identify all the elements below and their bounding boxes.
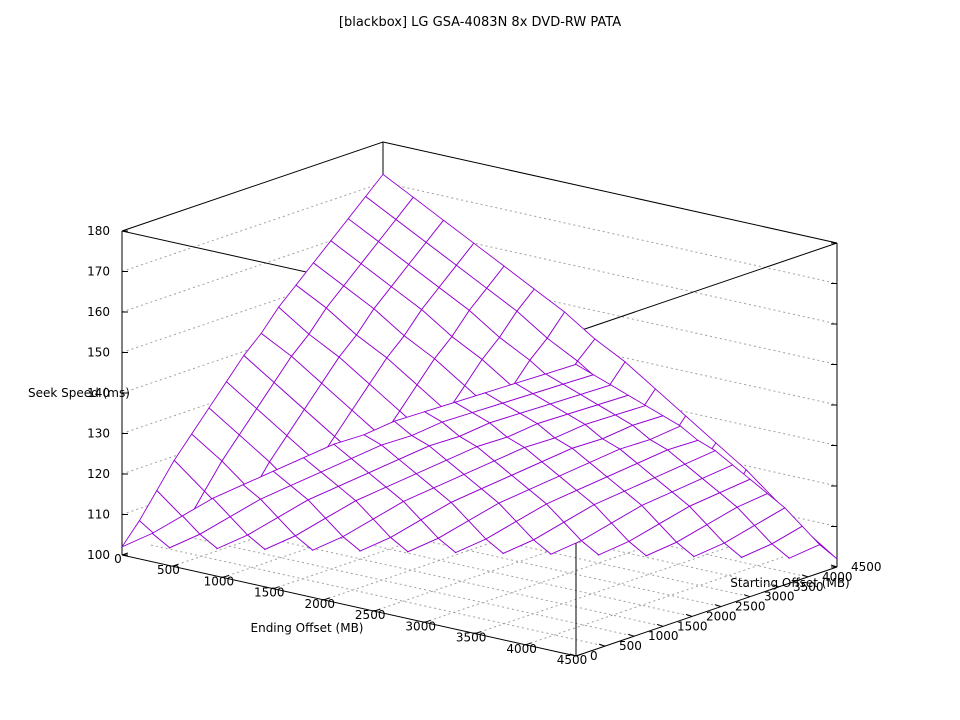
box-edge [382,141,838,244]
y-tick-label: 2500 [735,600,766,614]
z-tick-label: 140 [87,386,110,400]
grid-line [474,544,737,635]
y-tick-label: 0 [590,649,598,663]
y-tick-label: 1500 [677,619,708,633]
x-tick-mark [474,631,482,635]
box-edge [121,141,384,232]
box-edge [575,566,838,657]
chart-title: [blackbox] LG GSA-4083N 8x DVD-RW PATA [339,15,621,30]
y-tick-mark [656,623,664,627]
x-tick-mark [172,563,179,567]
surface-mesh [120,173,838,560]
x-axis-label: Ending Offset (MB) [251,621,364,635]
y-tick-mark [569,653,577,657]
grid-line [121,182,384,272]
x-tick-label: 2500 [355,608,386,622]
grid-line [525,555,787,646]
y-tick-mark [801,574,809,578]
grid-line [121,384,384,475]
y-tick-mark [627,633,635,637]
x-tick-label: 1000 [204,574,235,588]
y-tick-mark [598,643,606,647]
y-tick-mark [685,613,693,617]
x-tick-label: 0 [114,552,122,566]
y-tick-mark [743,594,751,598]
x-tick-label: 4000 [506,642,537,656]
y-tick-mark [714,604,722,608]
x-tick-mark [575,653,583,657]
x-tick-label: 2000 [305,597,336,611]
grid-line [424,532,686,623]
grid-line [273,499,535,590]
box-edge [121,554,577,657]
x-tick-label: 3000 [405,619,436,633]
x-tick-label: 1500 [254,586,285,600]
x-tick-mark [424,619,431,623]
x-tick-label: 3500 [456,631,487,645]
x-tick-mark [374,608,381,612]
grid-line [121,344,384,434]
grid-line [374,521,636,612]
tick-labels: 1001101201301401501601701800500100015002… [87,224,881,667]
y-tick-mark [830,564,838,568]
y-tick-label: 4500 [851,560,882,574]
x-tick-mark [121,552,129,556]
grid-line [172,476,434,567]
y-tick-label: 3500 [793,580,824,594]
grid-line [150,544,606,647]
y-tick-label: 2000 [706,609,737,623]
box-edge [575,242,838,333]
x-tick-label: 4500 [557,653,588,667]
grid-line [323,510,585,601]
y-tick-label: 4000 [822,570,853,584]
y-tick-label: 1000 [648,629,679,643]
x-tick-label: 500 [157,563,180,577]
y-tick-label: 500 [619,639,642,653]
y-tick-mark [772,584,780,588]
z-tick-label: 160 [87,305,110,319]
surface-cell [544,363,595,385]
z-tick-label: 120 [87,467,110,481]
z-tick-label: 130 [87,427,110,441]
grid-line [121,303,384,394]
z-tick-label: 170 [87,265,110,279]
grid-line [121,222,384,313]
x-tick-mark [323,597,330,601]
grid-line [222,487,485,578]
y-tick-label: 3000 [764,590,795,604]
z-axis-label: Seek Speed (ms) [28,386,130,400]
z-tick-label: 150 [87,346,110,360]
z-tick-label: 100 [87,548,110,562]
grid-line [121,263,384,353]
z-tick-label: 180 [87,224,110,238]
x-tick-mark [222,574,230,578]
z-tick-label: 110 [87,508,110,522]
x-tick-mark [273,586,280,590]
x-tick-mark [525,642,532,646]
